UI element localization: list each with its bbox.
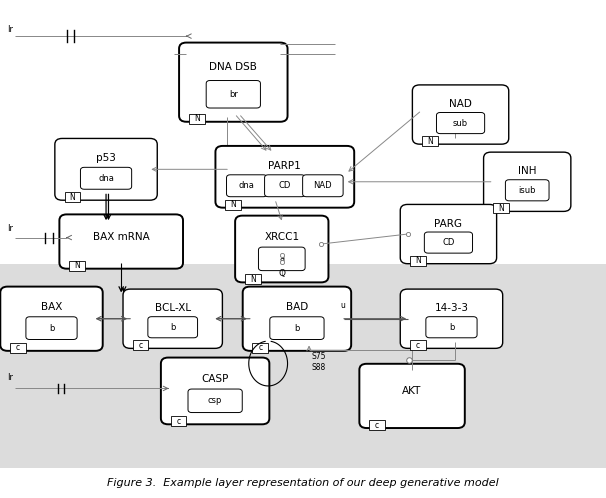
- Bar: [0, 0, 606, 264]
- Text: c: c: [258, 343, 262, 353]
- Text: BAX mRNA: BAX mRNA: [93, 232, 150, 243]
- Text: Ir: Ir: [7, 373, 13, 382]
- Text: DNA DSB: DNA DSB: [209, 62, 258, 72]
- Text: csp: csp: [208, 396, 222, 405]
- FancyBboxPatch shape: [426, 317, 477, 338]
- Bar: [133, 341, 148, 351]
- FancyBboxPatch shape: [359, 364, 465, 428]
- FancyBboxPatch shape: [26, 317, 77, 340]
- FancyBboxPatch shape: [258, 247, 305, 270]
- Text: 14-3-3: 14-3-3: [435, 303, 468, 313]
- Text: N: N: [74, 261, 80, 270]
- FancyBboxPatch shape: [161, 358, 269, 424]
- Text: c: c: [139, 341, 142, 350]
- Text: BAX: BAX: [41, 302, 62, 312]
- Text: CD: CD: [442, 238, 454, 247]
- FancyBboxPatch shape: [302, 175, 343, 197]
- Text: PARG: PARG: [435, 219, 462, 229]
- Text: N: N: [230, 200, 236, 209]
- FancyBboxPatch shape: [148, 317, 198, 338]
- Text: Q: Q: [278, 269, 285, 278]
- Bar: [410, 256, 425, 266]
- Text: PARP1: PARP1: [268, 161, 301, 171]
- Text: isub: isub: [519, 186, 536, 195]
- Text: N: N: [70, 193, 75, 202]
- Bar: [10, 343, 26, 353]
- Bar: [410, 341, 425, 351]
- Text: c: c: [375, 420, 379, 430]
- Text: S75
S88: S75 S88: [311, 353, 326, 372]
- FancyBboxPatch shape: [227, 175, 267, 197]
- Text: INH: INH: [518, 166, 536, 176]
- FancyBboxPatch shape: [400, 289, 502, 349]
- FancyBboxPatch shape: [265, 175, 305, 197]
- Text: c: c: [416, 341, 420, 350]
- Text: BAD: BAD: [286, 302, 308, 312]
- FancyBboxPatch shape: [412, 85, 509, 144]
- Text: NAD: NAD: [449, 99, 472, 109]
- Text: a: a: [279, 254, 284, 263]
- Bar: [252, 343, 268, 353]
- FancyBboxPatch shape: [216, 146, 354, 208]
- FancyBboxPatch shape: [235, 216, 328, 282]
- Bar: [64, 192, 80, 202]
- Text: CD: CD: [279, 181, 291, 190]
- Bar: [189, 114, 205, 124]
- Text: Ir: Ir: [7, 224, 13, 233]
- Text: AKT: AKT: [402, 385, 422, 396]
- Bar: [245, 274, 261, 284]
- Text: c: c: [16, 343, 20, 353]
- Text: b: b: [49, 324, 54, 333]
- FancyBboxPatch shape: [123, 289, 222, 349]
- Text: p53: p53: [96, 153, 116, 163]
- Bar: [69, 260, 85, 270]
- FancyBboxPatch shape: [206, 81, 261, 108]
- Text: dna: dna: [98, 174, 114, 183]
- Text: dna: dna: [239, 181, 255, 190]
- Text: N: N: [250, 275, 256, 284]
- Bar: [493, 203, 509, 213]
- Text: N: N: [498, 204, 504, 213]
- Text: b: b: [170, 323, 175, 332]
- Text: c: c: [176, 417, 181, 426]
- Bar: [0, 264, 606, 468]
- FancyBboxPatch shape: [179, 43, 287, 122]
- Text: b: b: [295, 324, 299, 333]
- Text: sub: sub: [453, 119, 468, 127]
- Text: N: N: [415, 256, 421, 265]
- Text: BCL-XL: BCL-XL: [155, 303, 191, 313]
- FancyBboxPatch shape: [55, 138, 157, 200]
- FancyBboxPatch shape: [81, 167, 132, 189]
- Text: u: u: [340, 301, 345, 310]
- FancyBboxPatch shape: [505, 180, 549, 201]
- Bar: [369, 420, 385, 430]
- FancyBboxPatch shape: [436, 113, 485, 133]
- Text: Ir: Ir: [7, 24, 13, 34]
- FancyBboxPatch shape: [188, 389, 242, 412]
- FancyBboxPatch shape: [400, 204, 497, 263]
- Bar: [171, 416, 186, 426]
- Bar: [225, 200, 241, 210]
- FancyBboxPatch shape: [270, 317, 324, 340]
- FancyBboxPatch shape: [59, 214, 183, 269]
- FancyBboxPatch shape: [242, 287, 351, 351]
- FancyBboxPatch shape: [424, 232, 473, 253]
- Text: br: br: [229, 90, 238, 99]
- Text: XRCC1: XRCC1: [264, 232, 299, 242]
- FancyBboxPatch shape: [1, 287, 102, 351]
- Text: N: N: [427, 136, 433, 146]
- FancyBboxPatch shape: [484, 152, 571, 211]
- Text: CASP: CASP: [201, 374, 229, 384]
- Text: N: N: [194, 114, 199, 124]
- Text: NAD: NAD: [313, 181, 332, 190]
- Bar: [422, 136, 438, 146]
- Text: Figure 3.  Example layer representation of our deep generative model: Figure 3. Example layer representation o…: [107, 478, 499, 488]
- Text: b: b: [449, 323, 454, 332]
